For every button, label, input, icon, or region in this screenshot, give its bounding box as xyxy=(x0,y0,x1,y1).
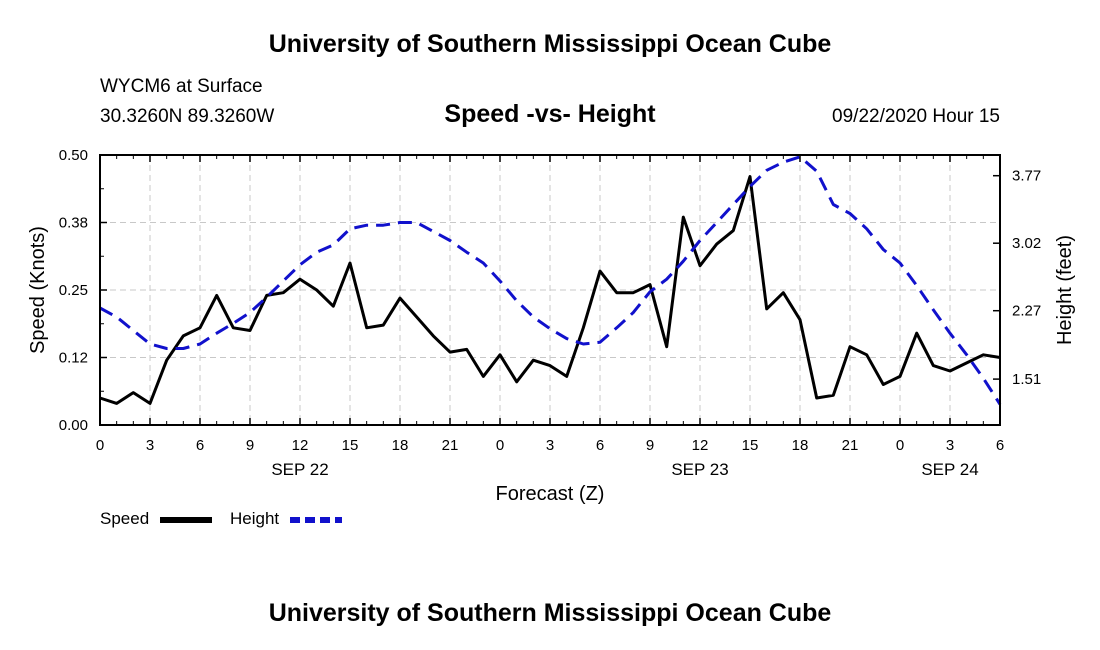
x-tick-label: 0 xyxy=(896,437,904,454)
x-tick-label: 9 xyxy=(246,437,254,454)
legend-speed-label: Speed xyxy=(100,509,150,528)
y-tick-label-left: 0.25 xyxy=(59,282,88,299)
x-tick-label: 15 xyxy=(342,437,359,454)
x-tick-label: 21 xyxy=(842,437,859,454)
legend-height-label: Height xyxy=(230,509,280,528)
y-axis-label-right: Height (feet) xyxy=(1054,235,1076,345)
station-coordinates: 30.3260N 89.3260W xyxy=(100,106,275,127)
x-tick-label: 0 xyxy=(496,437,504,454)
x-tick-label: 18 xyxy=(792,437,809,454)
x-date-label: SEP 22 xyxy=(271,460,328,479)
y-tick-label-right: 3.77 xyxy=(1012,168,1041,185)
height-series-line xyxy=(99,155,1002,406)
x-tick-label: 6 xyxy=(996,437,1004,454)
x-axis-label: Forecast (Z) xyxy=(496,483,605,505)
y-tick-label-left: 0.50 xyxy=(59,147,88,164)
x-tick-label: 3 xyxy=(546,437,554,454)
y-tick-label-left: 0.12 xyxy=(59,350,88,367)
x-tick-label: 12 xyxy=(292,437,309,454)
y-tick-label-left: 0.38 xyxy=(59,215,88,232)
station-name: WYCM6 at Surface xyxy=(100,76,263,97)
y-tick-label-right: 1.51 xyxy=(1012,371,1041,388)
y-tick-label-left: 0.00 xyxy=(59,417,88,434)
x-tick-label: 3 xyxy=(946,437,954,454)
x-date-label: SEP 23 xyxy=(671,460,728,479)
y-tick-label-right: 3.02 xyxy=(1012,235,1041,252)
x-tick-label: 3 xyxy=(146,437,154,454)
x-tick-label: 9 xyxy=(646,437,654,454)
x-tick-label: 0 xyxy=(96,437,104,454)
forecast-timestamp: 09/22/2020 Hour 15 xyxy=(832,106,1000,127)
x-tick-label: 6 xyxy=(196,437,204,454)
x-tick-label: 21 xyxy=(442,437,459,454)
plot-title: Speed -vs- Height xyxy=(444,100,656,128)
speed-series-line xyxy=(99,175,1001,405)
page-title: University of Southern Mississippi Ocean… xyxy=(268,30,832,58)
x-date-label: SEP 24 xyxy=(921,460,978,479)
x-tick-label: 6 xyxy=(596,437,604,454)
footer-title: University of Southern Mississippi Ocean… xyxy=(268,599,832,627)
x-tick-label: 15 xyxy=(742,437,759,454)
y-axis-label-left: Speed (Knots) xyxy=(27,226,49,354)
x-tick-label: 12 xyxy=(692,437,709,454)
y-tick-label-right: 2.27 xyxy=(1012,303,1041,320)
x-tick-label: 18 xyxy=(392,437,409,454)
